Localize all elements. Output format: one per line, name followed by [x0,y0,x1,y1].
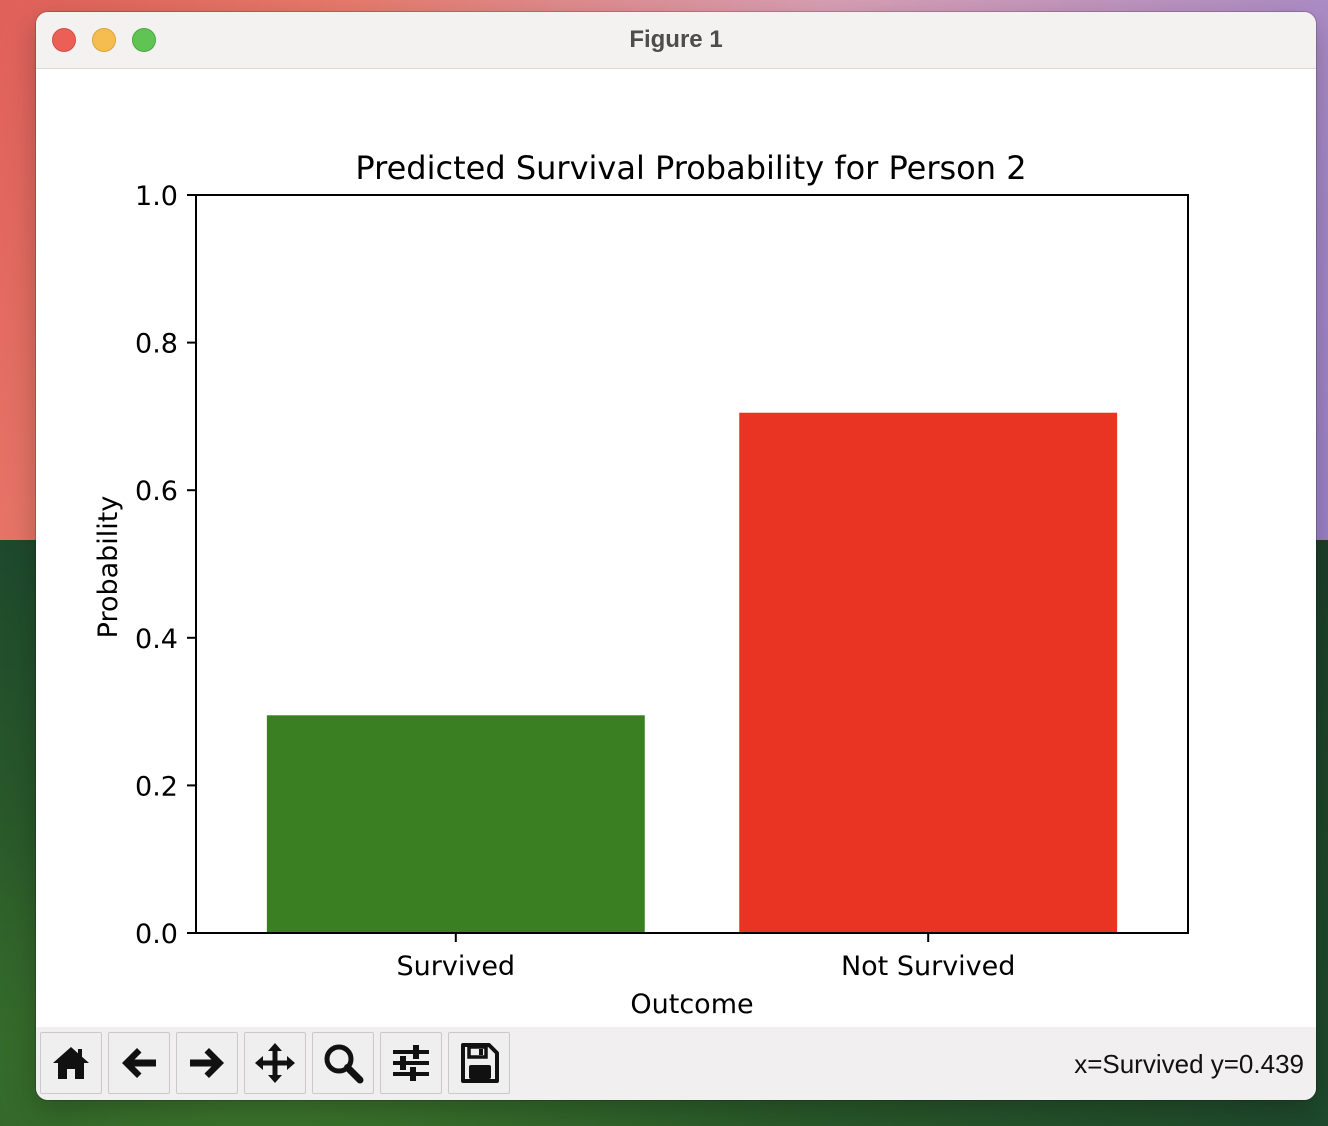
arrow-right-icon [190,1048,224,1078]
x-tick-label: Not Survived [841,951,1015,982]
bar-survived [266,715,645,933]
y-tick-label: 0.8 [135,329,178,360]
chart-title: Predicted Survival Probability for Perso… [355,149,1026,187]
navigation-toolbar: x=Survived y=0.439 [36,1027,1316,1100]
figure-window: Figure 1 Predicted Survival Probability … [36,12,1316,1100]
save-button[interactable] [448,1032,510,1094]
close-button[interactable] [52,28,76,52]
y-tick-label: 0.2 [135,771,178,802]
y-tick-label: 0.6 [135,476,178,507]
floppy-disk-icon [461,1043,499,1083]
maximize-button[interactable] [132,28,156,52]
zoom-button[interactable] [312,1032,374,1094]
y-tick-label: 1.0 [135,181,178,212]
move-icon [255,1043,295,1083]
minimize-button[interactable] [92,28,116,52]
x-tick-label: Survived [397,951,516,982]
magnifier-icon [324,1044,364,1084]
pan-button[interactable] [244,1032,306,1094]
configure-subplots-button[interactable] [380,1032,442,1094]
home-icon [53,1047,89,1079]
arrow-left-icon [122,1048,156,1078]
title-bar[interactable]: Figure 1 [36,12,1316,69]
x-axis-label: Outcome [630,989,753,1020]
bar-chart: Predicted Survival Probability for Perso… [93,149,1189,1020]
y-tick-label: 0.4 [135,624,178,655]
plot-frame [195,194,1189,934]
sliders-icon [393,1045,429,1081]
y-axis-label: Probability [93,496,124,639]
coordinate-readout: x=Survived y=0.439 [1074,1049,1304,1079]
back-button[interactable] [108,1032,170,1094]
bar-not-survived [739,412,1118,934]
home-button[interactable] [40,1032,102,1094]
y-tick-label: 0.0 [135,919,178,950]
forward-button[interactable] [176,1032,238,1094]
window-title: Figure 1 [629,26,723,53]
figure-canvas[interactable]: Predicted Survival Probability for Perso… [36,69,1316,1027]
